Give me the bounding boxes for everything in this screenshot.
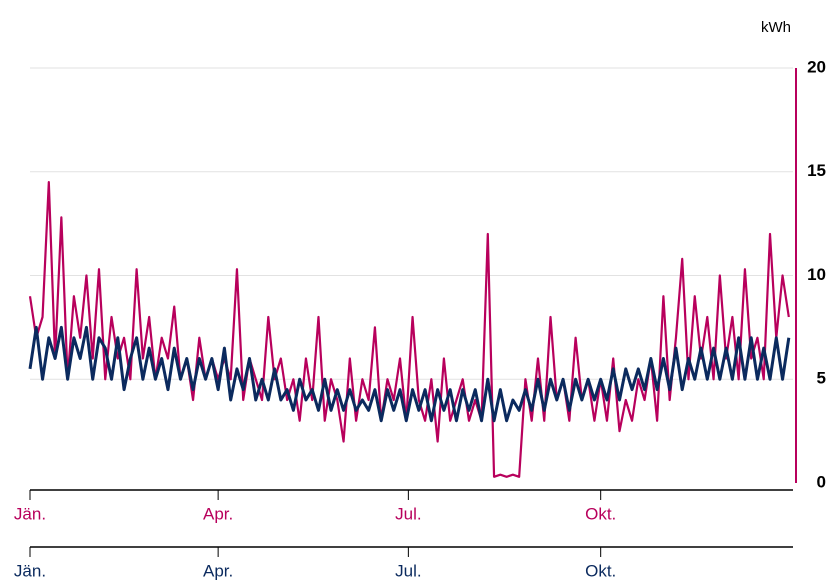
x-tick-label: Apr.	[203, 561, 233, 580]
x-tick-label: Apr.	[203, 504, 233, 523]
y-tick-label: 20	[807, 57, 826, 76]
series-line	[28, 325, 791, 423]
x-tick-label: Jul.	[395, 561, 421, 580]
y-axis-label: kWh	[761, 19, 791, 36]
x-tick-label: Jul.	[395, 504, 421, 523]
x-tick-label: Jän.	[14, 504, 46, 523]
y-tick-label: 5	[817, 369, 826, 388]
x-tick-label: Jän.	[14, 561, 46, 580]
series-line	[28, 181, 790, 478]
y-tick-label: 15	[807, 161, 826, 180]
x-tick-label: Okt.	[585, 561, 616, 580]
y-tick-label: 0	[817, 472, 826, 491]
y-tick-label: 10	[807, 265, 826, 284]
x-tick-label: Okt.	[585, 504, 616, 523]
